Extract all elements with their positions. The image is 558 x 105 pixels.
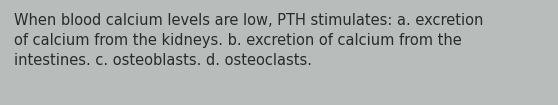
Text: When blood calcium levels are low, PTH stimulates: a. excretion
of calcium from : When blood calcium levels are low, PTH s…: [14, 13, 483, 68]
